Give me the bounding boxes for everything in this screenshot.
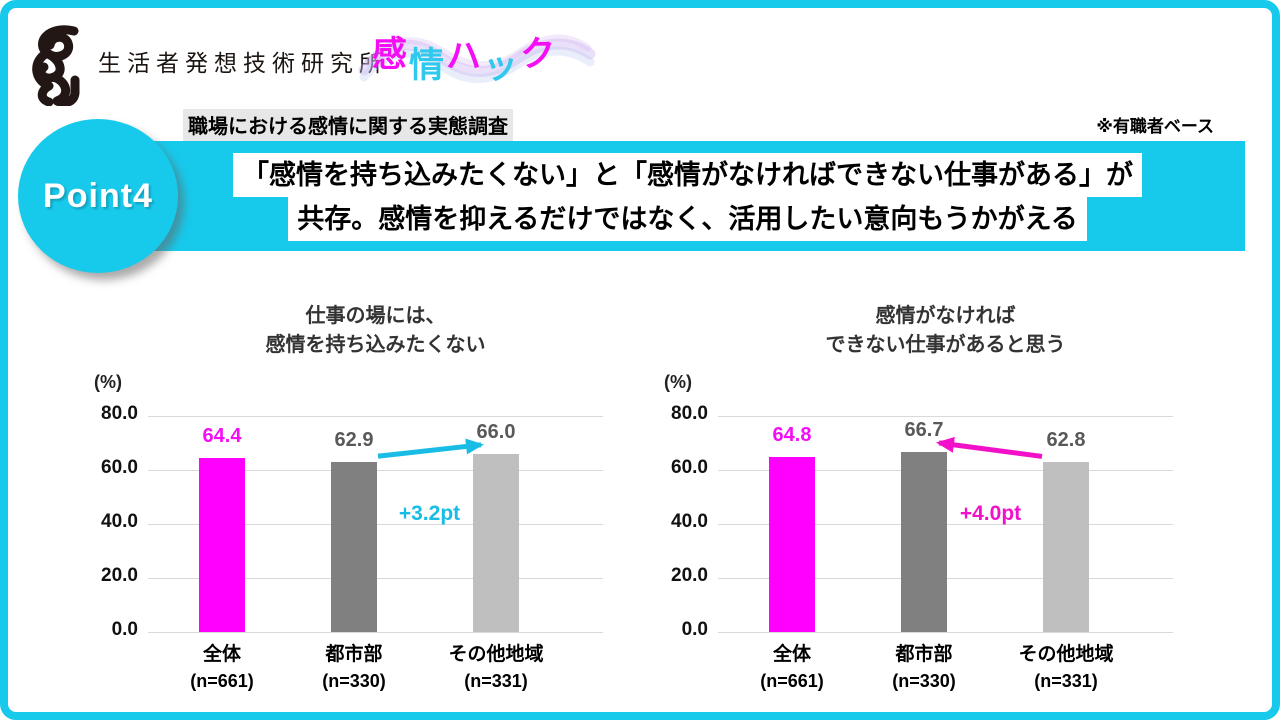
gridline-80 — [718, 416, 1173, 417]
value-label-その他地域: 66.0 — [476, 420, 516, 443]
brand-title-char: 感 — [372, 35, 408, 74]
brand-title-char: ッ — [483, 47, 519, 86]
value-label-都市部: 62.9 — [334, 429, 374, 452]
y-tick-40: 40.0 — [101, 511, 138, 532]
chart-title: 感情がなければ できない仕事があると思う — [825, 305, 1066, 356]
gridline-0 — [718, 632, 1173, 633]
y-tick-60: 60.0 — [671, 457, 708, 478]
point-badge-label: Point4 — [43, 176, 153, 215]
chart-unit-label: (%) — [94, 372, 122, 392]
category-name: 全体 — [202, 644, 241, 665]
difference-label: +3.2pt — [398, 502, 461, 526]
y-tick-20: 20.0 — [671, 565, 708, 586]
y-tick-0: 0.0 — [681, 619, 708, 640]
chart-emotion-keep-out: 仕事の場には、 感情を持ち込みたくない (%) 80.0 60.0 40.0 20.0… — [70, 296, 615, 708]
brand-title-char: 情 — [409, 46, 445, 85]
chart-emotion-needed: 感情がなければ できない仕事があると思う (%) 80.0 60.0 40.0 20.… — [640, 296, 1185, 708]
x-label-その他地域: その他地域 (n=331) — [426, 642, 566, 694]
bar-その他地域 — [473, 453, 519, 632]
sample-size: (n=331) — [1034, 670, 1098, 691]
chart-title: 仕事の場には、 感情を持ち込みたくない — [265, 305, 486, 356]
difference-label: +4.0pt — [959, 502, 1022, 526]
brand-title-ribbon-decoration — [358, 34, 596, 83]
y-tick-80: 80.0 — [671, 403, 708, 424]
brand-title: 感情ハック — [358, 26, 596, 90]
sample-size: (n=661) — [190, 670, 254, 691]
sample-size: (n=330) — [892, 670, 956, 691]
bar-都市部 — [901, 451, 947, 632]
headline-banner: 「感情を持ち込みたくない」と「感情がなければできない仕事がある」が 共存。感情を… — [130, 141, 1245, 251]
difference-arrow — [377, 438, 484, 459]
bar-都市部 — [331, 462, 377, 632]
sample-size: (n=330) — [322, 670, 386, 691]
headline-line-1: 「感情を持ち込みたくない」と「感情がなければできない仕事がある」が — [233, 153, 1142, 197]
chart-unit-label: (%) — [664, 372, 692, 392]
category-name: その他地域 — [448, 644, 544, 665]
brand-logo-text: 生活者発想技術研究所 — [98, 50, 388, 76]
survey-title-label: 職場における感情に関する実態調査 — [183, 109, 513, 141]
value-label-全体: 64.4 — [202, 425, 242, 448]
y-tick-80: 80.0 — [101, 403, 138, 424]
brand-title-chars: 感情ハック — [372, 26, 582, 86]
brand-title-char: ハ — [446, 37, 482, 76]
brand-logo-mark — [32, 25, 80, 106]
headline-line-2: 共存。感情を抑えるだけではなく、活用したい意向もうかがえる — [288, 197, 1087, 241]
category-name: 都市部 — [895, 644, 953, 665]
category-name: 全体 — [772, 644, 811, 665]
gridline-80 — [148, 416, 603, 417]
difference-arrow — [936, 436, 1043, 459]
y-tick-0: 0.0 — [111, 619, 138, 640]
y-tick-60: 60.0 — [101, 457, 138, 478]
point-badge: Point4 — [18, 119, 178, 273]
x-label-その他地域: その他地域 (n=331) — [996, 642, 1136, 694]
x-label-都市部: 都市部 (n=330) — [284, 642, 424, 694]
bar-その他地域 — [1043, 462, 1089, 632]
value-label-全体: 64.8 — [772, 424, 812, 447]
bar-全体 — [769, 457, 815, 632]
x-label-都市部: 都市部 (n=330) — [854, 642, 994, 694]
value-label-都市部: 66.7 — [904, 418, 944, 441]
chart-plot-area: 80.0 60.0 40.0 20.0 0.0 64.4 全体 (n=661) 62.9 都市部 (… — [101, 403, 603, 691]
gridline-0 — [148, 632, 603, 633]
y-tick-20: 20.0 — [101, 565, 138, 586]
category-name: 都市部 — [325, 644, 383, 665]
category-name: その他地域 — [1018, 644, 1114, 665]
x-label-全体: 全体 (n=661) — [152, 642, 292, 694]
chart-plot-area: 80.0 60.0 40.0 20.0 0.0 64.8 全体 (n=661) 66.7 都市部 (… — [671, 403, 1173, 691]
sample-size: (n=661) — [760, 670, 824, 691]
value-label-その他地域: 62.8 — [1046, 429, 1086, 452]
sample-size: (n=331) — [464, 670, 528, 691]
y-tick-40: 40.0 — [671, 511, 708, 532]
brand-title-char: ク — [520, 35, 556, 74]
x-label-全体: 全体 (n=661) — [722, 642, 862, 694]
bar-全体 — [199, 458, 245, 632]
base-note: ※有職者ベース — [1096, 117, 1214, 136]
